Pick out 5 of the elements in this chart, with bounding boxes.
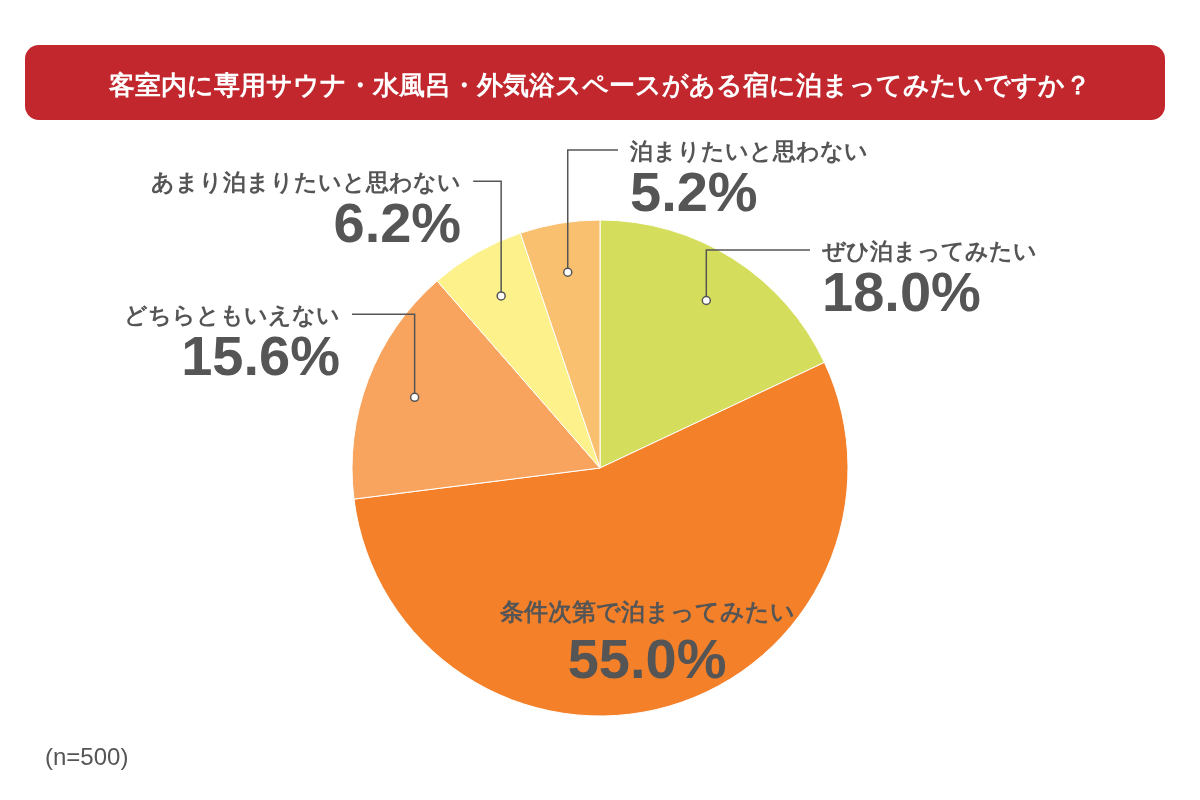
- data-label: 55.0%: [567, 626, 727, 690]
- slice-label: 条件次第で泊まってみたい: [498, 597, 795, 625]
- chart-title: 客室内に専用サウナ・水風呂・外気浴スペースがある宿に泊まってみたいですか？: [108, 70, 1091, 100]
- title: 客室内に専用サウナ・水風呂・外気浴スペースがある宿に泊まってみたいですか？: [25, 45, 1165, 120]
- text: (n=500): [45, 743, 129, 770]
